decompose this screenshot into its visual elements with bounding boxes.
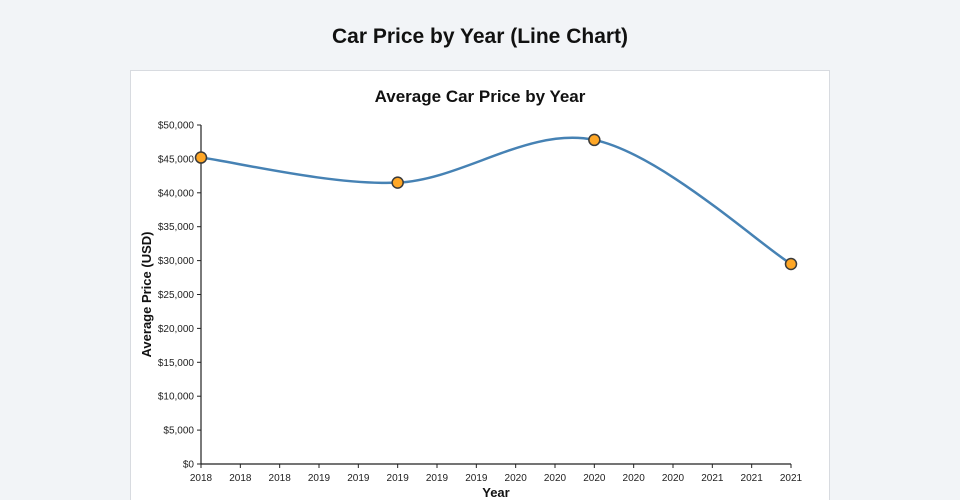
chart-svg: $0 $5,000 $10,000 $15,000 $20,000 $25,000 $30,… <box>139 121 803 500</box>
x-tick-label: 2020 <box>544 473 567 484</box>
x-axis-label: Year <box>482 485 509 500</box>
x-tick-label: 2019 <box>308 473 331 484</box>
y-tick-label: $50,000 <box>158 121 195 132</box>
page-title: Car Price by Year (Line Chart) <box>331 25 629 48</box>
x-tick-label: 2019 <box>465 473 488 484</box>
x-tick-label: 2020 <box>662 473 685 484</box>
x-tick-label: 2020 <box>583 473 606 484</box>
line-chart: $0 $5,000 $10,000 $15,000 $20,000 $25,000 $30,… <box>131 111 831 500</box>
y-tick-label: $40,000 <box>158 188 195 199</box>
y-axis-label: Average Price (USD) <box>139 232 154 358</box>
y-tick-label: $5,000 <box>163 426 194 437</box>
line-series <box>199 136 793 266</box>
x-tick-label: 2019 <box>387 473 410 484</box>
chart-card: Average Car Price by Year $0 $5,000 $10,00… <box>130 70 830 500</box>
y-tick-label: $35,000 <box>158 222 195 233</box>
data-point <box>391 176 404 189</box>
y-tick-label: $10,000 <box>158 392 195 403</box>
data-point <box>194 151 208 164</box>
y-tick-label: $25,000 <box>158 290 195 301</box>
y-tick-label: $30,000 <box>158 256 195 267</box>
y-tick-label: $15,000 <box>158 358 195 369</box>
x-tick-label: 2021 <box>741 473 764 484</box>
chart-title: Average Car Price by Year <box>374 87 586 106</box>
x-tick-label: 2019 <box>347 473 370 484</box>
data-point <box>784 257 798 271</box>
y-tick-label: $45,000 <box>158 154 195 165</box>
data-point <box>588 133 601 147</box>
x-tick-label: 2020 <box>623 473 646 484</box>
y-tick-label: $20,000 <box>158 324 195 335</box>
x-tick-label: 2021 <box>701 473 724 484</box>
x-tick-label: 2020 <box>505 473 528 484</box>
x-tick-label: 2018 <box>229 473 252 484</box>
x-tick-label: 2021 <box>780 473 803 484</box>
y-tick-label: $0 <box>183 460 195 471</box>
x-tick-label: 2018 <box>269 473 292 484</box>
x-tick-label: 2019 <box>426 473 449 484</box>
x-tick-label: 2018 <box>190 473 213 484</box>
